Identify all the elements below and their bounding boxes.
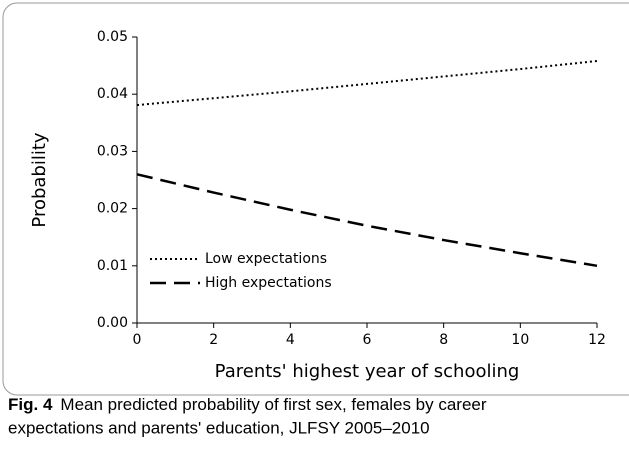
y-tick-label: 0.01 xyxy=(97,258,128,274)
x-tick-label: 12 xyxy=(588,332,606,348)
x-tick-label: 6 xyxy=(363,332,372,348)
y-tick-label: 0.00 xyxy=(97,315,128,331)
x-tick-label: 8 xyxy=(439,332,448,348)
legend-label: Low expectations xyxy=(205,251,327,267)
caption: Fig. 4 Mean predicted probability of firs… xyxy=(8,395,487,414)
caption-label: Fig. 4 xyxy=(8,395,53,414)
y-tick-label: 0.03 xyxy=(97,143,128,159)
x-tick-label: 4 xyxy=(286,332,295,348)
caption-line: expectations and parents' education, JLF… xyxy=(8,418,430,437)
y-tick-label: 0.02 xyxy=(97,201,128,217)
figure-frame xyxy=(2,2,629,396)
x-axis-label: Parents' highest year of schooling xyxy=(215,361,520,382)
caption-line: Mean predicted probability of first sex,… xyxy=(60,395,486,414)
legend-label: High expectations xyxy=(205,275,332,291)
y-tick-label: 0.05 xyxy=(97,29,128,45)
series-line xyxy=(136,60,598,107)
series-line xyxy=(136,173,598,268)
y-tick-label: 0.04 xyxy=(97,86,128,102)
x-tick-label: 0 xyxy=(133,332,142,348)
y-axis-label: Probability xyxy=(29,132,50,227)
x-tick-label: 2 xyxy=(209,332,218,348)
x-tick-label: 10 xyxy=(511,332,529,348)
